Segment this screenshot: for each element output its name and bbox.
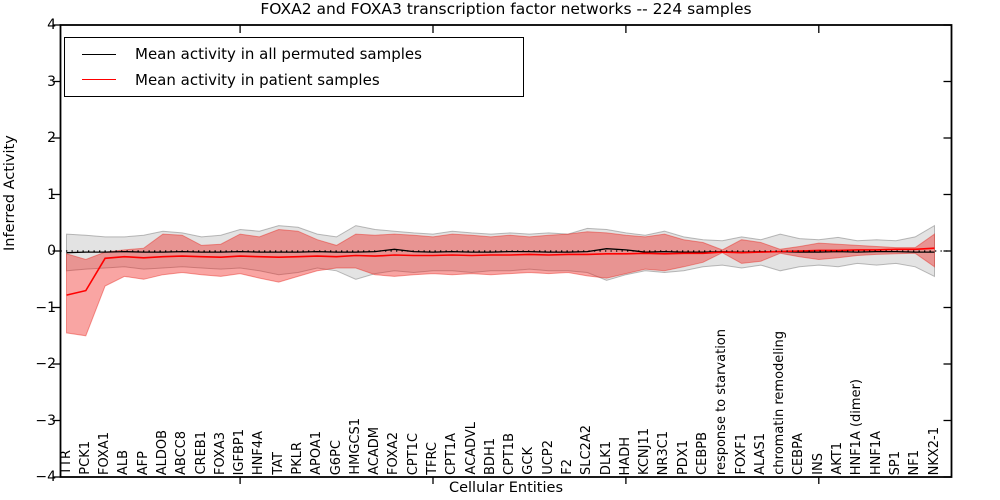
x-tick-label: CPT1B xyxy=(502,432,518,475)
legend-entry-permuted: Mean activity in all permuted samples xyxy=(65,45,523,63)
x-tick-label: HNF1A xyxy=(868,430,884,475)
x-tick-label: FOXF1 xyxy=(733,433,749,475)
x-tick-label: FOXA3 xyxy=(212,432,228,475)
x-tick-label: HNF1A (dimer) xyxy=(849,378,865,475)
x-tick-label: HADH xyxy=(617,436,633,475)
y-tick-label: 2 xyxy=(47,130,56,146)
x-tick-label: KCNJ11 xyxy=(637,428,653,475)
x-tick-label: HNF4A xyxy=(251,430,267,475)
x-tick-label: UCP2 xyxy=(540,440,556,475)
y-tick-label: 4 xyxy=(47,17,56,33)
x-tick-label: CEBPA xyxy=(791,432,807,475)
x-tick-label: FOXA1 xyxy=(97,432,113,475)
x-tick-label: TTR xyxy=(58,450,74,475)
x-tick-label: NKX2-1 xyxy=(926,426,942,475)
x-tick-label: IGFBP1 xyxy=(232,428,248,475)
x-tick-label: CREB1 xyxy=(193,431,209,475)
permuted-line-sample-icon xyxy=(82,53,116,55)
x-tick-label: INS xyxy=(810,453,826,475)
permuted-band xyxy=(66,224,935,281)
x-tick-label: HMGCS1 xyxy=(347,418,363,475)
x-tick-label: PKLR xyxy=(289,442,305,475)
x-tick-label: SLC2A2 xyxy=(579,424,595,475)
legend-box: Mean activity in all permuted samples Me… xyxy=(64,37,524,97)
x-tick-label: CPT1A xyxy=(444,432,460,475)
x-tick-label: ALDOB xyxy=(154,429,170,475)
x-tick-label: NR3C1 xyxy=(656,430,672,475)
y-tick-label: −2 xyxy=(35,356,56,372)
x-tick-label: BDH1 xyxy=(482,438,498,475)
x-tick-label: ALB xyxy=(116,449,132,475)
x-tick-label: FOXA2 xyxy=(386,432,402,475)
x-tick-label: ABCC8 xyxy=(174,430,190,475)
patient-line-sample-icon xyxy=(82,79,116,81)
x-tick-label: CPT1C xyxy=(405,432,421,475)
x-tick-label: PDX1 xyxy=(675,439,691,475)
x-tick-label: AFP xyxy=(135,450,151,475)
y-tick-label: 1 xyxy=(47,186,56,203)
x-tick-label: NF1 xyxy=(907,449,923,475)
x-tick-label: ALAS1 xyxy=(752,433,768,475)
x-tick-label: response to starvation xyxy=(714,328,730,475)
chart-title: FOXA2 and FOXA3 transcription factor net… xyxy=(260,0,752,18)
x-tick-label: chromatin remodeling xyxy=(772,331,788,475)
y-tick-label: 0 xyxy=(47,243,56,259)
legend-entry-patient: Mean activity in patient samples xyxy=(65,71,523,89)
x-tick-label: GCK xyxy=(521,447,537,475)
y-tick-label: −4 xyxy=(35,469,56,485)
x-tick-label: SP1 xyxy=(887,450,903,475)
x-tick-label: CEBPB xyxy=(695,432,711,475)
x-tick-label: PCK1 xyxy=(77,441,93,475)
patient-mean-line xyxy=(66,247,935,296)
x-tick-label: G6PC xyxy=(328,439,344,475)
x-tick-label: TAT xyxy=(270,452,286,475)
patient-band xyxy=(66,228,935,337)
x-tick-label: APOA1 xyxy=(309,431,325,475)
y-tick-label: −1 xyxy=(35,299,56,316)
x-tick-label: ACADM xyxy=(367,427,383,475)
x-axis-title: Cellular Entities xyxy=(448,480,564,496)
x-tick-label: AKT1 xyxy=(830,442,846,475)
y-tick-label: −3 xyxy=(35,412,56,429)
x-tick-label: DLK1 xyxy=(598,440,614,475)
y-tick-label: 3 xyxy=(47,73,56,90)
legend-label-permuted: Mean activity in all permuted samples xyxy=(135,45,422,64)
x-tick-label: TFRC xyxy=(424,442,440,475)
x-tick-label: ACADVL xyxy=(463,422,479,475)
legend-label-patient: Mean activity in patient samples xyxy=(135,70,380,89)
x-tick-label: F2 xyxy=(560,459,575,475)
